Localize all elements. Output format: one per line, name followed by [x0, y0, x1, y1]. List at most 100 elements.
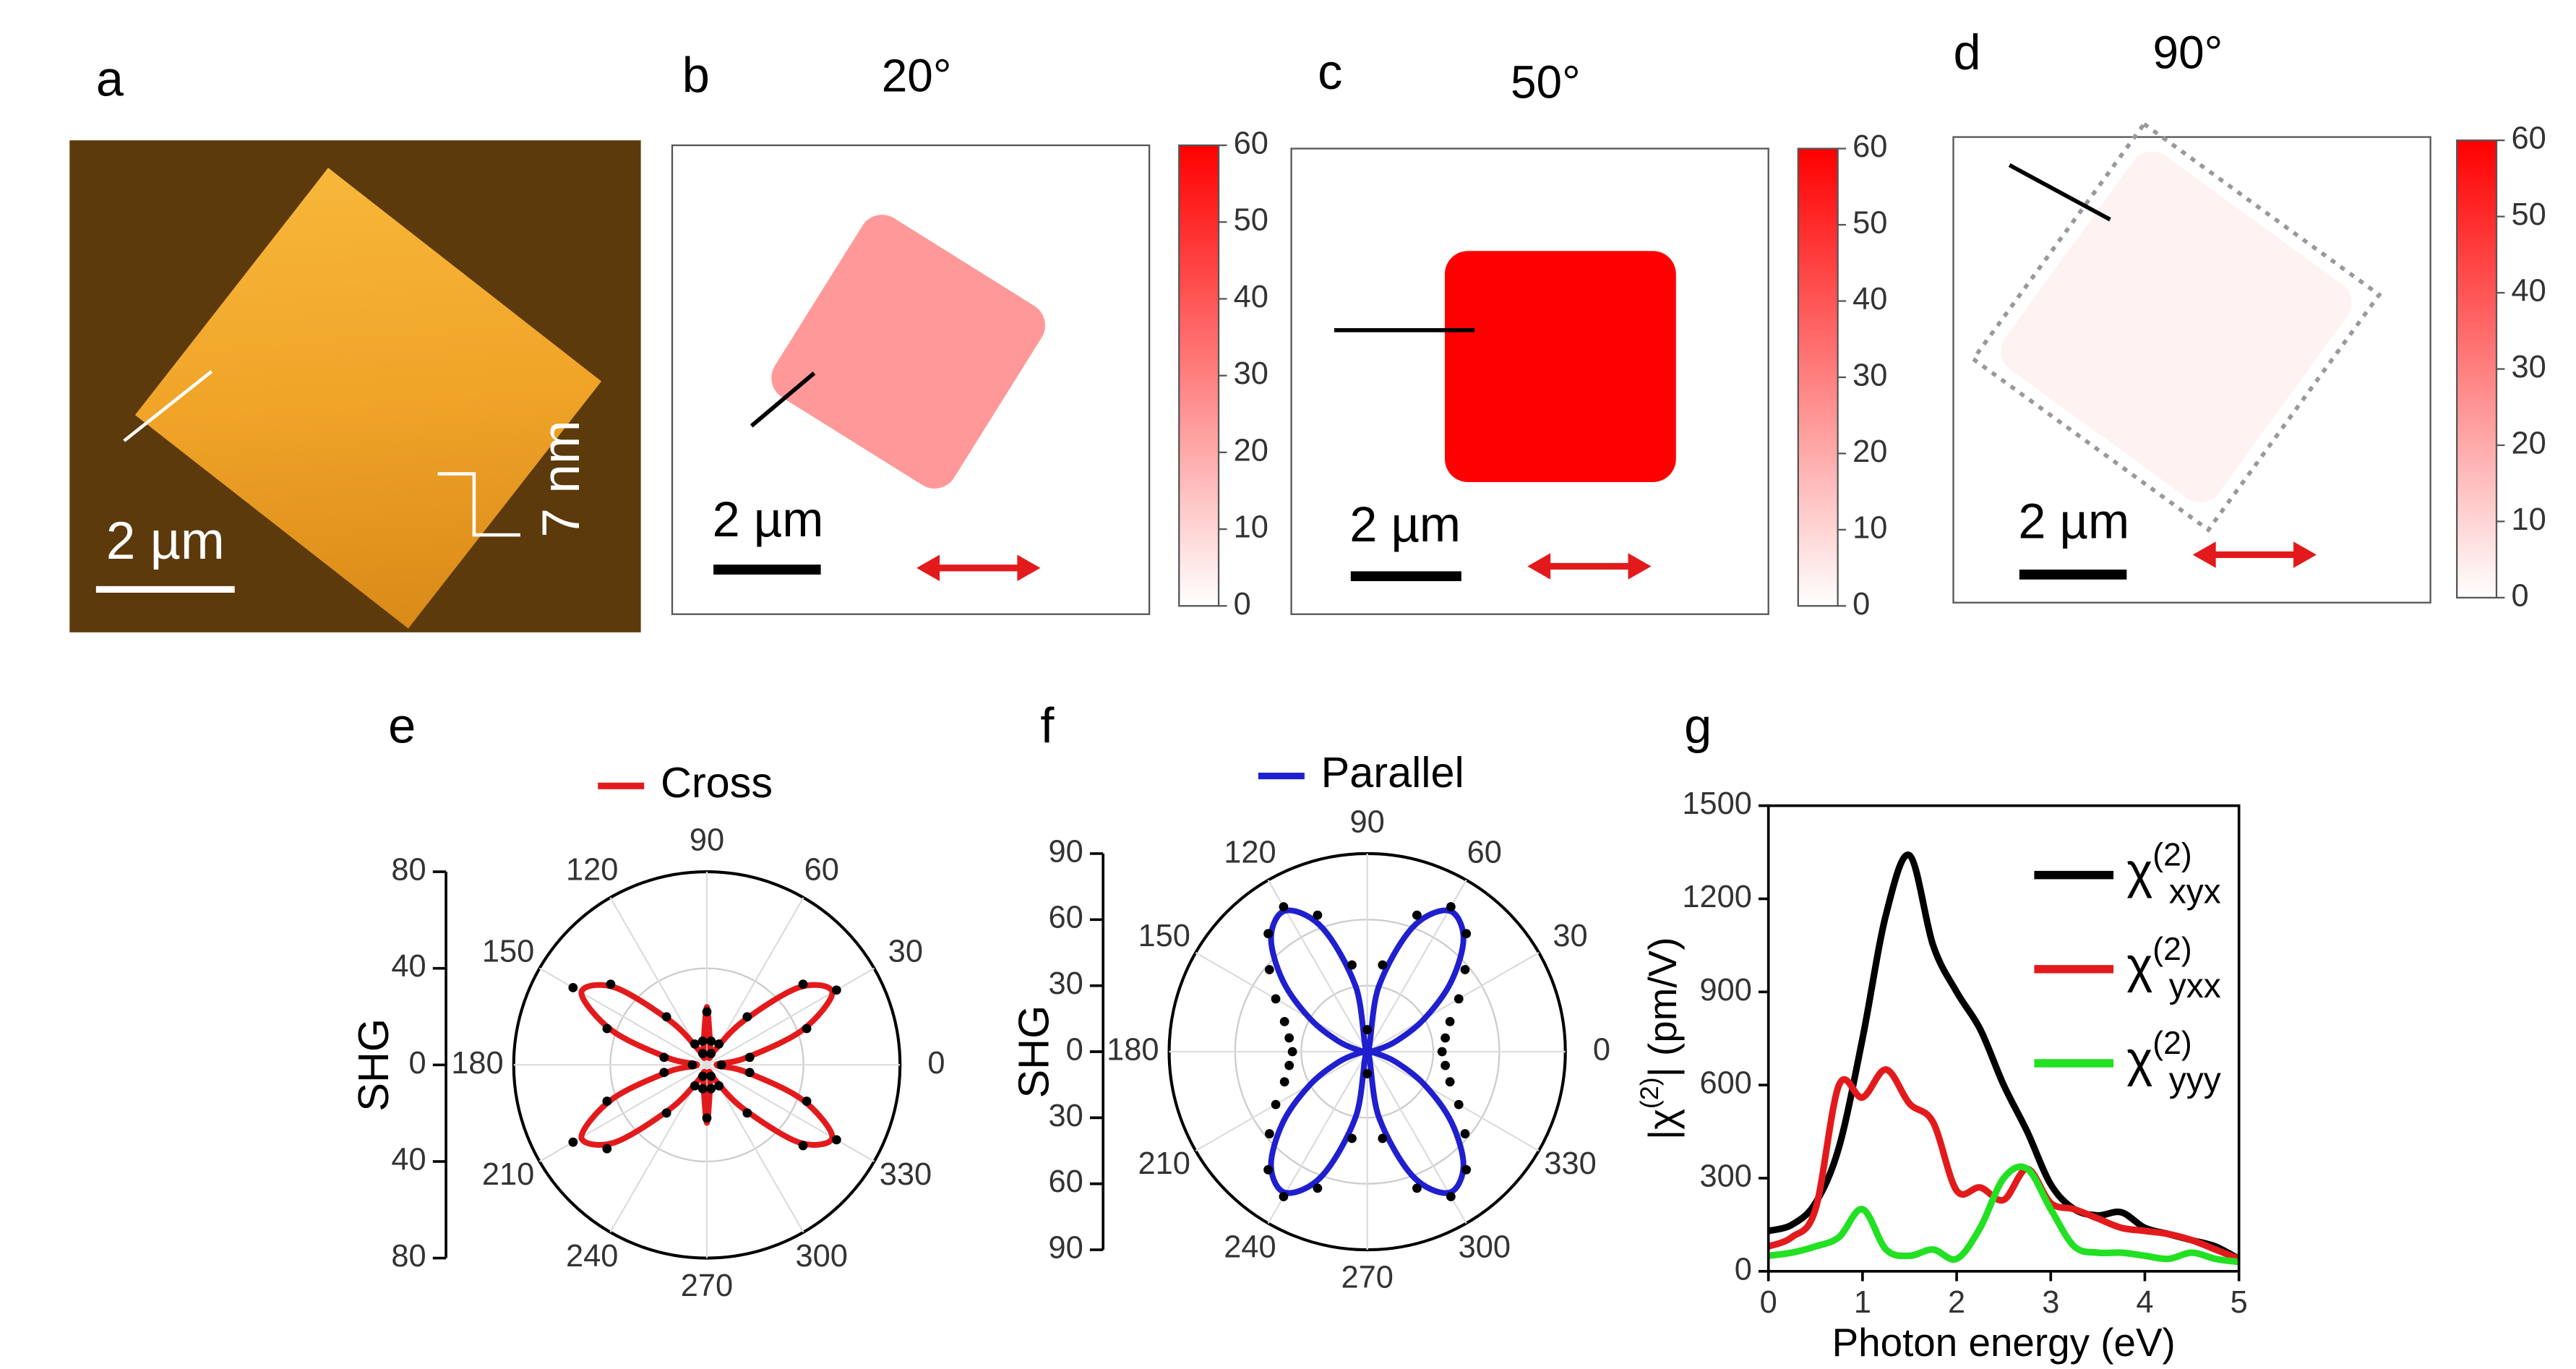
data-point	[714, 1039, 724, 1049]
spoke	[538, 967, 708, 1066]
theta-tick-label: 150	[1138, 919, 1190, 953]
colorbar-tick-label: 10	[1852, 510, 1887, 545]
panel-label: d	[1954, 25, 1981, 80]
x-axis-label: Photon energy (eV)	[1832, 1320, 2176, 1365]
data-point	[1313, 910, 1323, 920]
panel-title: 50°	[1511, 56, 1581, 108]
data-point	[1263, 1164, 1274, 1175]
data-point	[1264, 965, 1274, 974]
data-point	[716, 1060, 726, 1070]
colorbar-tick-label: 30	[1234, 356, 1268, 391]
theta-tick-label: 270	[1341, 1261, 1393, 1295]
scale-bar-label: 2 µm	[2018, 493, 2129, 549]
spoke	[1367, 1051, 1540, 1152]
x-tick-label: 0	[1760, 1285, 1777, 1320]
spoke	[1195, 1051, 1368, 1152]
data-point	[1279, 1016, 1289, 1026]
data-point	[1441, 1033, 1451, 1043]
arrow-head	[1628, 553, 1652, 580]
colorbar-tick-label: 20	[1234, 433, 1268, 468]
data-point	[697, 1049, 708, 1058]
data-point	[802, 1023, 812, 1034]
data-point	[798, 1141, 808, 1151]
panel-label: b	[682, 48, 710, 103]
theta-tick-label: 90	[690, 823, 724, 857]
theta-tick-label: 180	[1107, 1032, 1159, 1067]
data-point	[1461, 929, 1472, 939]
data-point	[1279, 902, 1289, 911]
shg-flake	[1444, 251, 1676, 482]
theta-tick-label: 120	[1224, 835, 1276, 870]
panel-title: 90°	[2153, 27, 2223, 79]
y-axis-label: |χ(2)| (pm/V)	[1635, 937, 1685, 1140]
scale-bar-label: 2 µm	[106, 512, 225, 570]
legend-label: Cross	[661, 758, 773, 807]
colorbar-tick-label: 40	[1234, 280, 1268, 314]
colorbar-tick-label: 0	[2512, 578, 2529, 613]
panel-label: e	[388, 698, 416, 754]
spoke	[1195, 951, 1368, 1052]
data-point	[744, 1068, 755, 1078]
data-point	[661, 1012, 671, 1022]
data-point	[690, 1039, 700, 1049]
data-point	[706, 1071, 716, 1081]
y-tick-label: 0	[409, 1046, 426, 1081]
data-point	[1378, 1133, 1388, 1143]
colorbar-tick-label: 50	[1852, 205, 1887, 240]
data-point	[706, 1036, 716, 1046]
data-point	[702, 1007, 712, 1017]
data-point	[1347, 1133, 1357, 1143]
colorbar-tick-label: 20	[2512, 426, 2546, 460]
legend-label: Parallel	[1321, 748, 1464, 797]
data-point	[742, 1108, 752, 1118]
theta-tick-label: 0	[1593, 1032, 1610, 1067]
plot-frame	[1766, 804, 2241, 1273]
scale-bar-label: 2 µm	[1349, 497, 1461, 552]
y-tick-label: 900	[1699, 973, 1751, 1008]
data-point	[1445, 1077, 1455, 1087]
data-point	[1362, 1069, 1373, 1078]
y-tick-label: 90	[1049, 1231, 1083, 1266]
y-tick-label: 1500	[1682, 786, 1752, 821]
theta-tick-label: 240	[1224, 1229, 1276, 1264]
y-tick-label: 60	[1049, 901, 1083, 935]
x-tick-label: 4	[2136, 1285, 2153, 1320]
arrow-head	[2192, 541, 2216, 568]
data-point	[1446, 1192, 1456, 1201]
data-point	[702, 1113, 712, 1123]
colorbar	[2456, 140, 2498, 599]
y-tick-label: 600	[1699, 1066, 1751, 1101]
data-point	[1347, 960, 1357, 970]
data-point	[690, 1081, 700, 1091]
theta-tick-label: 300	[796, 1239, 848, 1274]
legend-label: χ(2) yxx	[2126, 932, 2220, 1005]
theta-tick-label: 270	[681, 1269, 733, 1303]
theta-tick-label: 120	[566, 853, 618, 888]
theta-tick-label: 30	[888, 935, 923, 969]
legend-label: χ(2) xyx	[2126, 838, 2220, 911]
data-point	[1461, 1164, 1472, 1175]
data-point	[1412, 910, 1422, 920]
data-point	[1446, 902, 1456, 911]
data-point	[602, 1097, 612, 1106]
panel-label: c	[1318, 44, 1342, 100]
data-point	[1454, 994, 1464, 1004]
colorbar-tick-label: 40	[1852, 282, 1887, 317]
theta-tick-label: 60	[1467, 835, 1502, 870]
theta-tick-label: 300	[1459, 1229, 1511, 1264]
data-point	[831, 1135, 841, 1145]
data-point	[1284, 1033, 1295, 1043]
arrow-head	[2293, 541, 2317, 568]
panel-label: f	[1040, 698, 1055, 754]
y-tick-label: 80	[391, 1239, 426, 1274]
data-point	[706, 1083, 716, 1094]
data-point	[659, 1052, 669, 1063]
panel-title: 20°	[882, 50, 952, 102]
data-point	[1264, 1129, 1274, 1138]
arrow-head	[1527, 553, 1551, 580]
colorbar	[1178, 144, 1220, 607]
data-point	[687, 1060, 697, 1070]
colorbar-tick-label: 20	[1852, 434, 1887, 469]
y-tick-label: 40	[391, 949, 426, 984]
